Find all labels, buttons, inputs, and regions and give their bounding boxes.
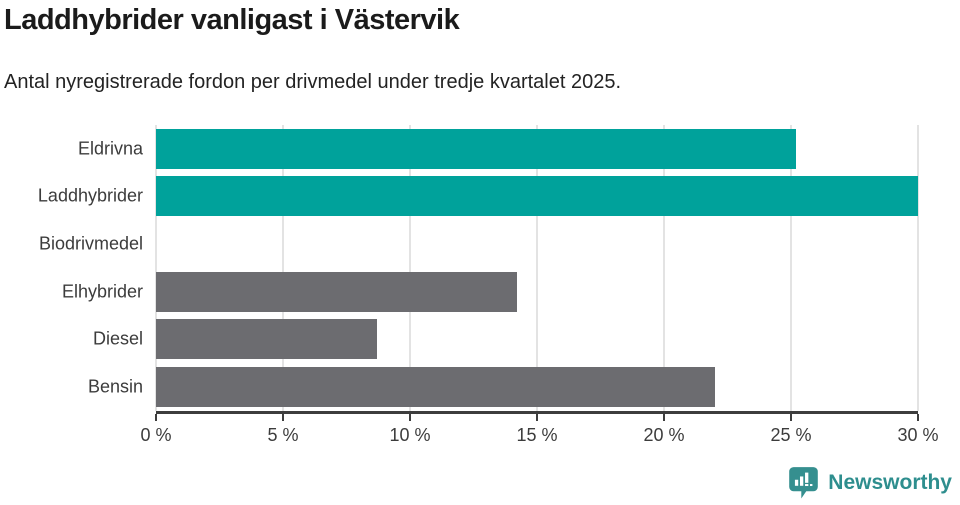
chart-subtitle: Antal nyregistrerade fordon per drivmede… — [4, 71, 622, 93]
category-label-diesel: Diesel — [92, 328, 143, 349]
category-label-eldrivna: Eldrivna — [77, 138, 143, 159]
bar-row-elhybrider: Elhybrider — [62, 268, 918, 316]
x-axis-tick-0 — [155, 414, 157, 421]
gridline-15 — [536, 125, 538, 411]
category-label-laddhybrider: Laddhybrider — [37, 185, 143, 206]
bar-row-biodrivmedel: Biodrivmedel — [39, 220, 918, 268]
gridline-0 — [155, 125, 157, 411]
chart-title: Laddhybrider vanligast i Västervik — [4, 4, 460, 36]
x-axis-tick-20 — [663, 414, 665, 421]
x-tick-label-30: 30 % — [897, 425, 939, 445]
gridline-25 — [790, 125, 792, 411]
bar-row-bensin: Bensin — [88, 363, 918, 411]
x-axis-tick-25 — [790, 414, 792, 421]
x-tick-label-15: 15 % — [516, 425, 558, 445]
bar-eldrivna — [156, 128, 797, 169]
bar-bensin — [156, 367, 715, 408]
bar-row-laddhybrider: Laddhybrider — [38, 173, 918, 221]
bar-row-eldrivna: Eldrivna — [78, 125, 918, 173]
x-tick-label-25: 25 % — [770, 425, 812, 445]
category-label-elhybrider: Elhybrider — [61, 281, 143, 302]
x-axis-tick-30 — [917, 414, 919, 421]
bar-diesel — [156, 319, 377, 360]
x-axis-tick-15 — [536, 414, 538, 421]
x-tick-label-5: 5 % — [267, 425, 299, 445]
x-tick-label-0: 0 % — [140, 425, 172, 445]
x-tick-label-20: 20 % — [643, 425, 685, 445]
category-label-biodrivmedel: Biodrivmedel — [38, 233, 143, 254]
bar-elhybrider — [156, 271, 517, 312]
x-axis-tick-5 — [282, 414, 284, 421]
newsworthy-logo-icon — [788, 466, 819, 499]
bar-chart-plot-area: 0 % 5 % 10 % 15 % 20 % 25 % 30 % Eldrivna Laddhy… — [38, 125, 939, 445]
gridline-5 — [282, 125, 284, 411]
category-label-bensin: Bensin — [87, 376, 143, 397]
bar-laddhybrider — [156, 176, 918, 217]
gridline-30 — [917, 125, 919, 411]
gridline-10 — [409, 125, 411, 411]
newsworthy-brand-text: Newsworthy — [828, 470, 952, 494]
x-tick-label-10: 10 % — [389, 425, 431, 445]
x-axis-tick-10 — [409, 414, 411, 421]
bar-row-diesel: Diesel — [93, 316, 918, 364]
gridline-20 — [663, 125, 665, 411]
newsworthy-brand-link[interactable]: Newsworthy — [788, 466, 952, 499]
